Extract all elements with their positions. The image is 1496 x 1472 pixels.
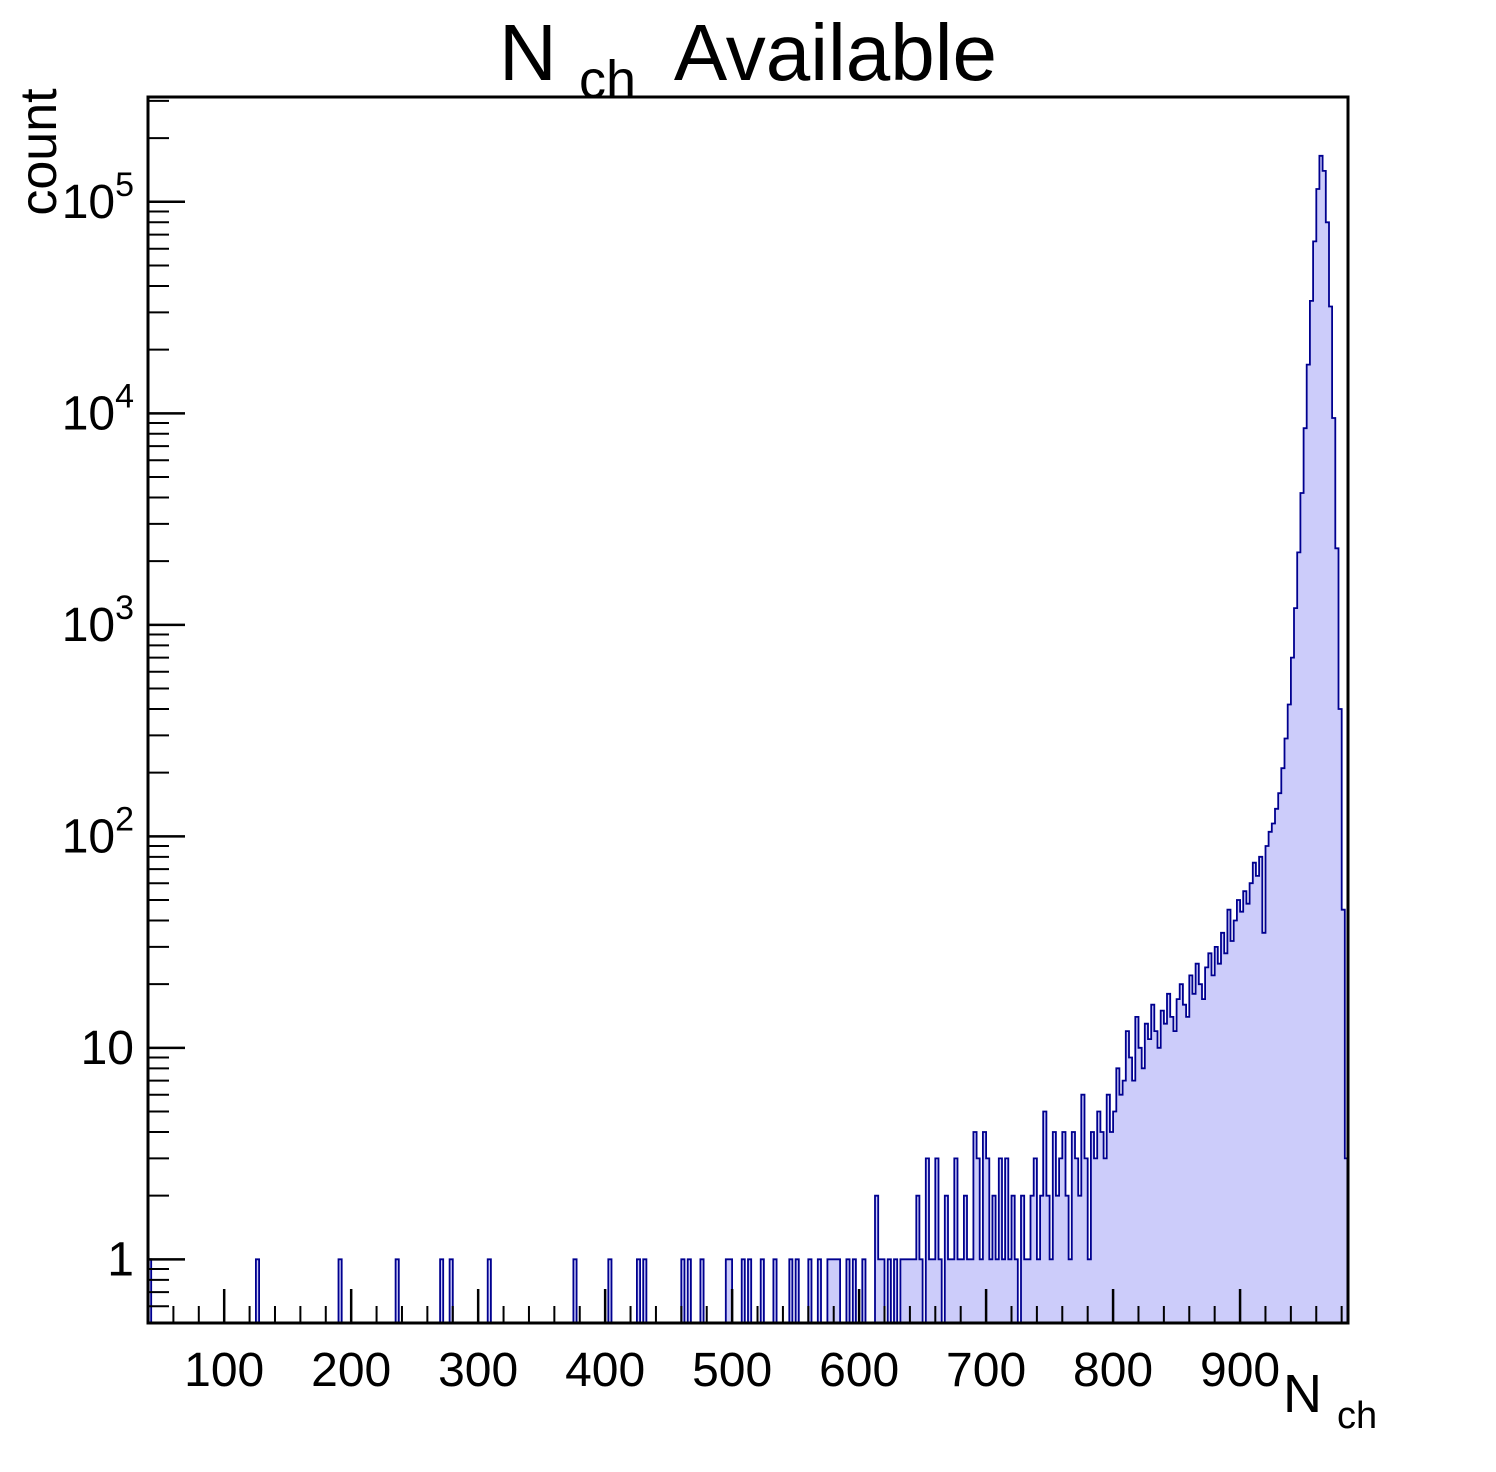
x-axis-title-subscript: ch	[1337, 1395, 1377, 1437]
y-tick-label-exponent: 5	[115, 166, 134, 204]
y-axis-title: count	[10, 88, 68, 216]
y-tick-label: 104	[62, 377, 134, 440]
histogram-series	[147, 154, 1349, 1324]
plot-area: 100 200 300 400 500 600 700 800 9001101021031041…	[62, 95, 1350, 1397]
x-tick-label: 100	[184, 1344, 264, 1397]
x-axis-title-main: N	[1283, 1364, 1322, 1424]
chart-title-subscript: ch	[579, 50, 636, 110]
chart-title-rest: Available	[674, 8, 997, 97]
x-tick-label: 800	[1073, 1344, 1153, 1397]
y-tick-label-base: 10	[62, 387, 115, 440]
y-tick-label: 103	[62, 589, 134, 652]
x-tick-label: 900	[1200, 1344, 1280, 1397]
y-tick-label: 10	[81, 1022, 134, 1075]
y-tick-label-base: 1	[107, 1233, 134, 1286]
y-tick-label: 105	[62, 166, 134, 229]
y-tick-label-exponent: 3	[115, 589, 134, 627]
x-tick-label: 700	[946, 1344, 1026, 1397]
chart-title: N ch Available	[499, 8, 997, 115]
x-tick-label: 200	[311, 1344, 391, 1397]
chart-title-main: N	[499, 8, 557, 97]
x-axis-title: N ch	[1283, 1364, 1377, 1437]
x-tick-label: 600	[819, 1344, 899, 1397]
y-tick-label-exponent: 2	[115, 800, 134, 838]
y-tick-label-base: 10	[62, 810, 115, 863]
plot-frame	[146, 95, 1350, 1325]
x-tick-label: 500	[692, 1344, 772, 1397]
y-tick-label: 1	[107, 1233, 134, 1286]
x-tick-label: 400	[565, 1344, 645, 1397]
y-tick-label: 102	[62, 800, 134, 863]
y-tick-label-base: 10	[62, 176, 115, 229]
x-tick-label: 300	[438, 1344, 518, 1397]
y-tick-label-base: 10	[81, 1022, 134, 1075]
y-tick-label-exponent: 4	[115, 377, 134, 415]
y-tick-label-base: 10	[62, 599, 115, 652]
